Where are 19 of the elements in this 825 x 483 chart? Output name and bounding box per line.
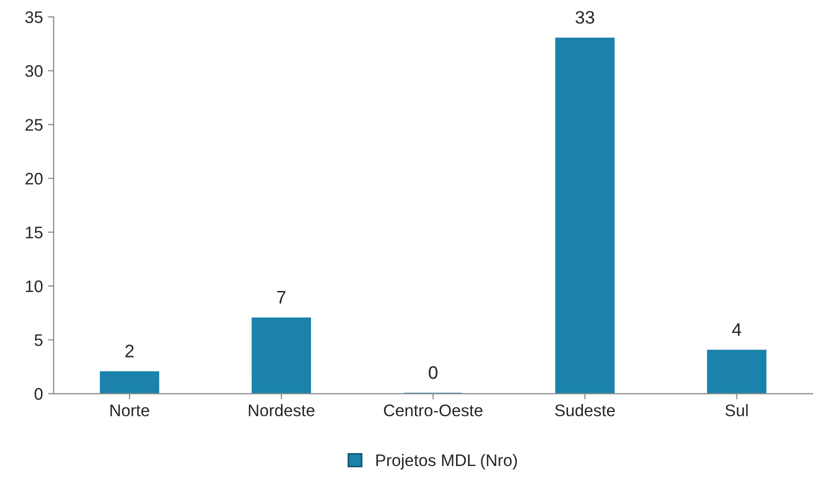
x-tick-label: Sudeste <box>555 404 615 416</box>
y-tick-label: 15 <box>26 226 43 238</box>
legend-label: Projetos MDL (Nro) <box>376 454 517 470</box>
y-tick-label: 25 <box>26 118 43 131</box>
x-tick-label: Norte <box>110 404 150 416</box>
y-tick-label: 30 <box>25 65 43 77</box>
y-tick-label: 20 <box>26 172 43 185</box>
x-tick-label: Centro-Oeste <box>384 404 482 416</box>
y-tick-label: 5 <box>34 334 43 346</box>
y-tick-label: 35 <box>25 11 43 24</box>
y-tick-label: 10 <box>26 280 43 292</box>
data-label: 33 <box>576 10 594 24</box>
data-label: 7 <box>277 291 286 304</box>
data-label: 4 <box>732 323 742 336</box>
x-tick-label: Sul <box>725 404 748 416</box>
y-tick-label: 0 <box>34 388 43 400</box>
data-label: 2 <box>125 344 134 358</box>
x-tick-label: Nordeste <box>248 404 314 416</box>
data-label: 0 <box>428 366 438 379</box>
